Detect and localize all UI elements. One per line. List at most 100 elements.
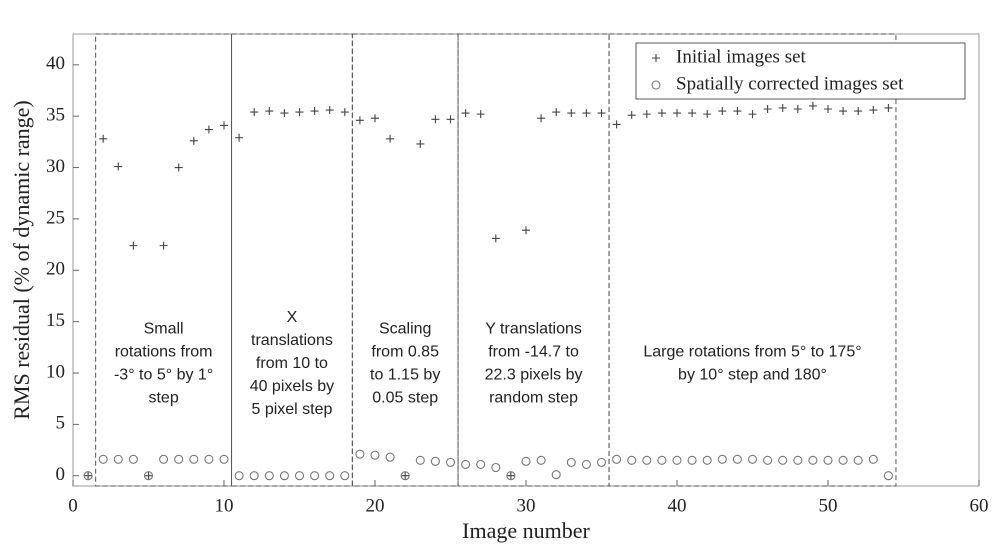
- circle-marker: [445, 457, 456, 467]
- circle-marker: [204, 454, 214, 464]
- region-label: Large rotations from 5° to 175°: [643, 344, 861, 361]
- y-tick-label: 30: [46, 156, 65, 177]
- circle-marker: [687, 455, 697, 465]
- circle-marker: [672, 455, 682, 465]
- circle-marker: [823, 455, 833, 465]
- region-label: rotations from: [115, 344, 213, 361]
- plus-marker: [355, 116, 364, 125]
- circle-marker: [657, 455, 667, 465]
- plus-marker: [537, 114, 546, 123]
- circle-marker: [838, 455, 848, 465]
- plus-marker: [159, 241, 168, 250]
- region-label: step: [148, 390, 178, 407]
- y-tick-label: 35: [46, 105, 65, 126]
- circle-marker: [461, 459, 471, 469]
- plus-marker: [431, 115, 440, 124]
- region-label: from -14.7 to: [488, 344, 579, 361]
- circle-marker: [596, 457, 607, 467]
- y-tick-label: 25: [46, 207, 65, 228]
- x-tick-label: 50: [819, 495, 838, 516]
- plus-marker: [824, 104, 832, 113]
- region-label: to 1.15 by: [370, 367, 440, 384]
- plus-marker: [250, 108, 259, 117]
- circle-marker: [651, 80, 661, 90]
- region-label: 5 pixel step: [251, 401, 332, 418]
- plus-marker: [204, 125, 213, 134]
- circle-marker: [883, 471, 893, 481]
- x-axis-label: Image number: [462, 518, 590, 543]
- plus-marker: [597, 109, 606, 118]
- plus-marker: [491, 234, 500, 243]
- y-tick-label: 10: [46, 361, 65, 382]
- x-tick-label: 10: [215, 495, 234, 516]
- circle-marker: [279, 471, 289, 481]
- region-label: X: [287, 309, 298, 326]
- region-label: 0.05 step: [372, 390, 438, 407]
- legend-label: Initial images set: [676, 46, 807, 67]
- circle-marker: [793, 455, 803, 465]
- circle-marker: [385, 452, 395, 462]
- circle-marker: [521, 456, 531, 466]
- region-label: Small: [144, 321, 184, 338]
- plus-marker: [189, 136, 198, 145]
- region-label: 40 pixels by: [250, 378, 335, 395]
- circle-marker: [113, 454, 123, 464]
- circle-marker: [83, 471, 93, 481]
- plus-marker: [748, 110, 757, 119]
- plus-marker: [703, 110, 712, 119]
- circle-marker: [249, 471, 259, 481]
- circle-marker: [627, 455, 637, 465]
- circle-marker: [310, 471, 320, 481]
- circle-marker: [370, 450, 380, 460]
- plus-marker: [582, 109, 591, 118]
- circle-marker: [325, 471, 335, 481]
- plus-marker: [552, 108, 561, 117]
- plus-marker: [718, 107, 727, 116]
- circle-marker: [189, 454, 199, 464]
- plus-marker: [235, 133, 244, 142]
- plus-marker: [265, 107, 274, 116]
- circle-marker: [702, 455, 712, 465]
- circle-marker: [566, 457, 576, 467]
- legend-label: Spatially corrected images set: [676, 73, 904, 94]
- plus-marker: [688, 109, 697, 118]
- y-tick-label: 5: [56, 413, 66, 434]
- y-tick-label: 15: [46, 310, 65, 331]
- circle-marker: [808, 455, 818, 465]
- circle-marker: [551, 470, 561, 480]
- plus-marker: [99, 134, 108, 143]
- x-tick-label: 60: [970, 495, 989, 516]
- plus-marker: [884, 103, 893, 112]
- x-tick-label: 0: [68, 495, 78, 516]
- plus-marker: [793, 104, 802, 113]
- circle-marker: [219, 454, 229, 464]
- region-label: by 10° step and 180°: [678, 367, 827, 384]
- plus-marker: [642, 110, 651, 119]
- plus-marker: [522, 226, 530, 235]
- circle-marker: [234, 471, 244, 481]
- plus-marker: [295, 108, 304, 117]
- circle-marker: [430, 456, 440, 466]
- circle-marker: [400, 471, 410, 481]
- plus-marker: [310, 107, 319, 116]
- circle-marker: [763, 455, 773, 465]
- circle-marker: [491, 462, 501, 473]
- circle-marker: [717, 454, 727, 464]
- plus-marker: [114, 162, 123, 171]
- y-axis-label: RMS residual (% of dynamic range): [9, 100, 34, 420]
- circle-marker: [98, 454, 108, 464]
- circle-marker: [732, 454, 742, 464]
- plus-marker: [506, 471, 515, 480]
- x-tick-label: 30: [517, 495, 536, 516]
- region-label: from 10 to: [256, 355, 328, 372]
- circle-marker: [536, 455, 546, 465]
- plus-marker: [220, 121, 228, 130]
- circle-marker: [174, 454, 184, 464]
- plus-marker: [627, 111, 636, 120]
- plus-marker: [612, 120, 621, 129]
- circle-marker: [581, 459, 591, 469]
- plus-marker: [839, 107, 848, 116]
- y-tick-label: 20: [46, 259, 65, 280]
- plus-marker: [778, 103, 787, 112]
- region-label: translations: [251, 332, 333, 349]
